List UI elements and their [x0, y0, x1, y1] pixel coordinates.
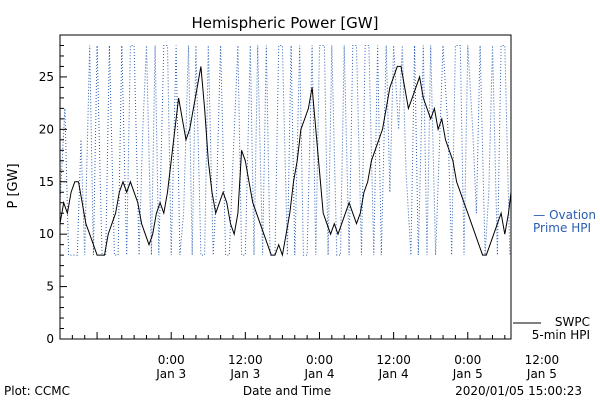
y-tick-label: 15 — [39, 175, 54, 189]
legend-swpc-line1: SWPC — [555, 315, 590, 329]
x-tick-time: 0:00 — [158, 353, 185, 367]
legend-swpc: SWPC 5-min HPI — [513, 315, 590, 342]
x-tick-date: Jan 4 — [378, 367, 409, 381]
legend-swpc-line2: 5-min HPI — [532, 328, 590, 342]
plot-frame — [59, 34, 512, 340]
legend-ovation: — Ovation Prime HPI — [533, 208, 596, 235]
y-axis: 0 5 10 15 20 25 — [39, 44, 67, 346]
x-tick-date: Jan 5 — [452, 367, 483, 381]
x-tick-date: Jan 4 — [304, 367, 335, 381]
y-tick-label: 5 — [46, 280, 54, 294]
y-axis-label: P [GW] — [6, 163, 21, 208]
plot-timestamp: 2020/01/05 15:00:23 — [455, 384, 582, 398]
y-tick-label: 20 — [39, 122, 54, 136]
x-axis-label: Date and Time — [243, 384, 331, 398]
x-tick-date: Jan 3 — [155, 367, 186, 381]
plot-credit: Plot: CCMC — [4, 384, 70, 398]
series-swpc-line — [59, 65, 512, 258]
x-tick-time: 0:00 — [454, 353, 481, 367]
series-layer — [59, 45, 512, 258]
y-tick-label: 25 — [39, 70, 54, 84]
x-tick-time: 12:00 — [228, 353, 263, 367]
x-tick-time: 12:00 — [525, 353, 560, 367]
y-tick-label: 0 — [46, 332, 54, 346]
legend-ovation-line1: — Ovation — [533, 208, 596, 222]
series-ovation-line — [59, 45, 511, 256]
legend-ovation-line2: Prime HPI — [533, 221, 591, 235]
x-tick-date: Jan 3 — [229, 367, 260, 381]
x-tick-date: Jan 5 — [526, 367, 557, 381]
y-tick-label: 10 — [39, 227, 54, 241]
x-tick-time: 12:00 — [376, 353, 411, 367]
x-tick-time: 0:00 — [306, 353, 333, 367]
chart-title: Hemispheric Power [GW] — [192, 14, 379, 32]
